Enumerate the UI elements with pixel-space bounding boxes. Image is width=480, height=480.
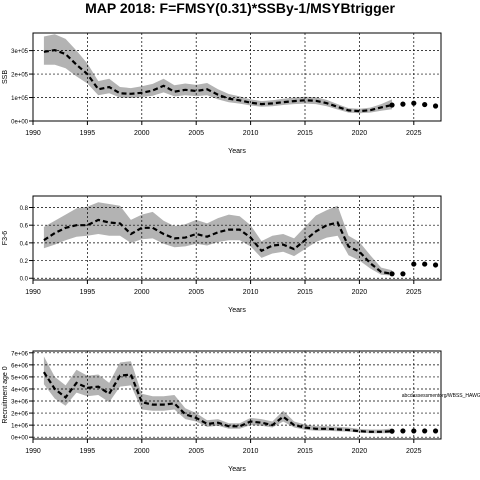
plot-frame	[32, 350, 442, 440]
x-tick-label: 1990	[25, 130, 41, 137]
x-tick-label: 2000	[134, 130, 150, 137]
y-tick-label: 0.4	[20, 241, 29, 247]
y-tick-label: 2e+05	[11, 73, 29, 79]
x-tick-label: 2020	[352, 289, 368, 296]
x-tick-label: 1995	[80, 448, 96, 455]
x-tick-label: 1990	[25, 289, 41, 296]
projection-point	[400, 428, 406, 434]
y-tick-label: 0.2	[20, 259, 29, 265]
projection-point	[389, 428, 395, 434]
x-tick-label: 1995	[80, 289, 96, 296]
x-tick-label: 2020	[352, 130, 368, 137]
y-tick-label: 0.0	[20, 277, 29, 283]
x-tick-label: 2000	[134, 289, 150, 296]
median-series-line	[42, 371, 393, 433]
median-series-line	[43, 48, 393, 113]
x-tick-label: 1990	[25, 448, 41, 455]
chart-panel-recruitment: 1990 1995 2000 2005 2010 2015 2020 2025 0e+00 1e+…	[2, 350, 480, 473]
y-tick-label: 6e+06	[11, 363, 29, 369]
projection-point	[389, 102, 395, 108]
chart-panel-fishing_mortality: 1990 1995 2000 2005 2010 2015 2020 2025 0.0 0.2 0.…	[2, 195, 442, 314]
projection-point	[422, 101, 428, 108]
x-axis-label: Years	[228, 307, 246, 314]
x-tick-label: 2005	[188, 448, 204, 455]
y-tick-label: 0e+00	[11, 120, 29, 126]
projection-point	[400, 271, 406, 277]
projection-point	[389, 271, 395, 277]
x-tick-label: 2015	[297, 130, 313, 137]
x-tick-label: 2010	[243, 289, 259, 296]
y-tick-label: 4e+06	[11, 387, 29, 393]
projection-point	[411, 261, 417, 267]
projection-point	[422, 261, 428, 267]
page-title: MAP 2018: F=FMSY(0.31)*SSBy-1/MSYBtrigge…	[85, 0, 395, 16]
y-tick-label: 1e+05	[11, 96, 29, 102]
chart-panel-ssb: 1990 1995 2000 2005 2010 2015 2020 2025 0e+00 1e+…	[2, 32, 442, 155]
plot-frame	[32, 195, 442, 281]
y-tick-label: 2e+06	[11, 412, 29, 418]
y-tick-label: 5e+06	[11, 375, 29, 381]
y-axis-label: F3-6	[2, 231, 9, 246]
confidence-band	[43, 202, 393, 276]
projection-point	[432, 262, 439, 268]
plot-annotation: abcdassessmentorg/WBSS_HAWG_2024-r17851,…	[402, 393, 480, 399]
x-tick-label: 2015	[297, 289, 313, 296]
x-tick-label: 2020	[352, 448, 368, 455]
y-axis-label: Recruitment age 0	[2, 366, 9, 423]
x-tick-label: 2015	[297, 448, 313, 455]
plot-frame	[32, 32, 442, 122]
y-tick-label: 0.8	[20, 206, 29, 212]
x-axis-label: Years	[228, 148, 246, 155]
projection-point	[400, 101, 406, 107]
y-tick-label: 0.6	[20, 224, 29, 230]
x-tick-label: 2000	[134, 448, 150, 455]
y-tick-label: 3e+05	[11, 49, 29, 55]
x-tick-label: 2025	[406, 289, 422, 296]
projection-point	[422, 428, 428, 434]
projection-point	[432, 103, 439, 109]
x-tick-label: 2010	[243, 448, 259, 455]
x-tick-label: 2025	[406, 130, 422, 137]
x-tick-label: 2005	[188, 289, 204, 296]
projection-point	[432, 428, 439, 434]
x-tick-label: 2025	[406, 448, 422, 455]
x-tick-label: 1995	[80, 130, 96, 137]
y-tick-label: 3e+06	[11, 400, 29, 406]
projection-point	[411, 100, 417, 106]
x-tick-label: 2005	[188, 130, 204, 137]
x-axis-label: Years	[228, 466, 246, 473]
y-tick-label: 7e+06	[11, 351, 29, 357]
x-tick-label: 2010	[243, 130, 259, 137]
projection-point	[411, 428, 417, 434]
y-axis-label: SSB	[2, 70, 9, 84]
y-tick-label: 0e+00	[11, 436, 29, 442]
y-tick-label: 1e+06	[11, 424, 29, 430]
